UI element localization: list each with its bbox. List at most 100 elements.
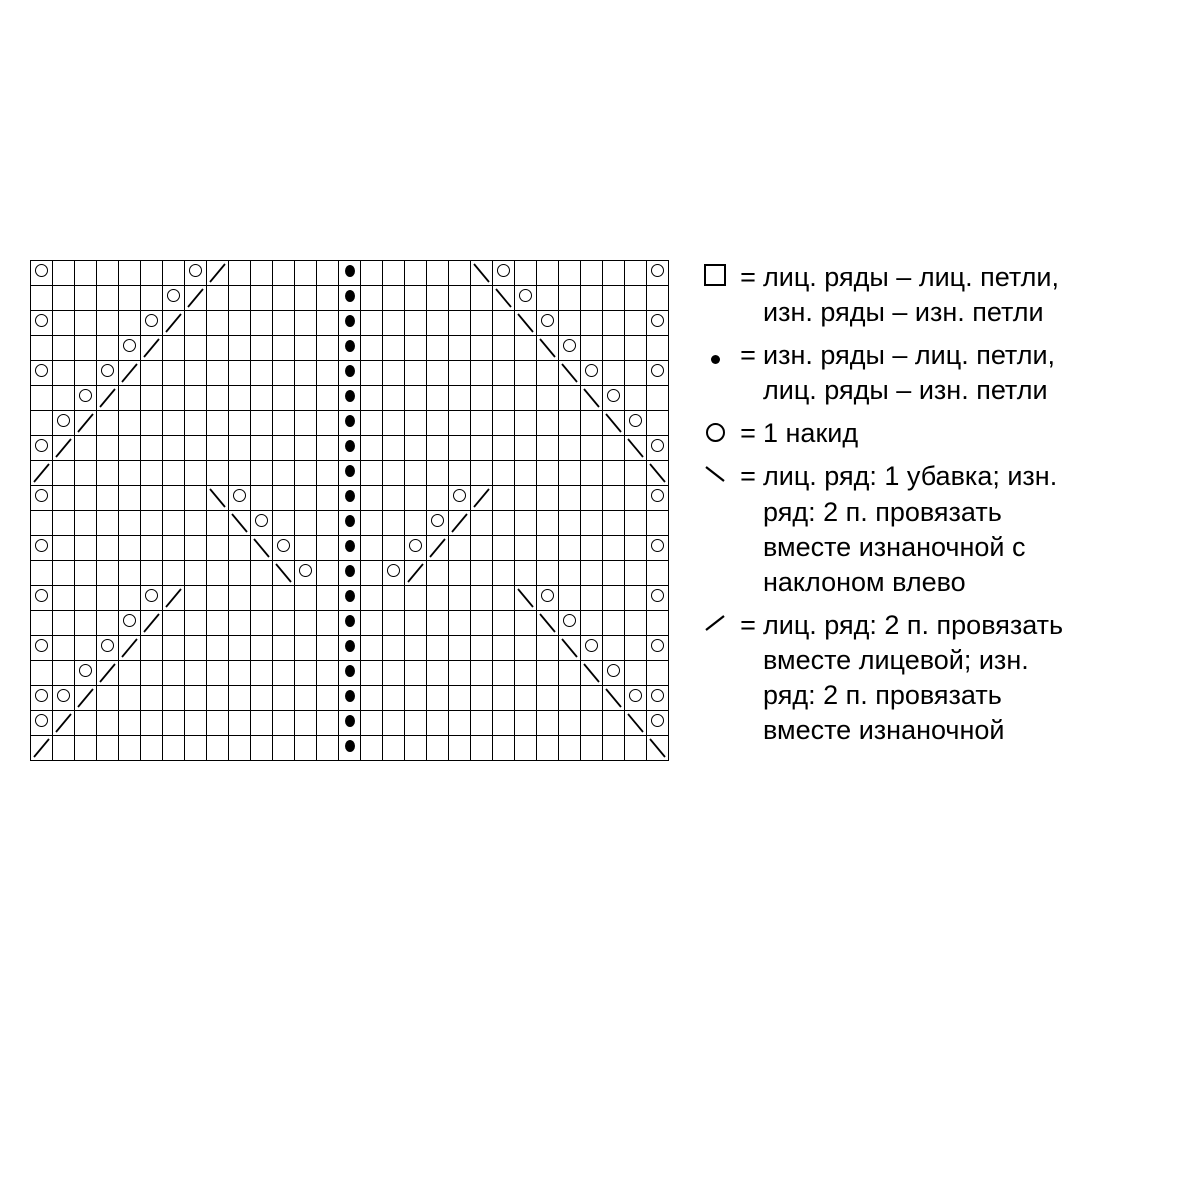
chart-cell <box>53 336 75 361</box>
chart-cell <box>339 386 361 411</box>
chart-cell <box>31 511 53 536</box>
chart-cell <box>317 386 339 411</box>
chart-cell <box>119 661 141 686</box>
chart-cell <box>625 636 647 661</box>
chart-cell <box>229 486 251 511</box>
chart-cell <box>537 511 559 536</box>
chart-cell <box>163 461 185 486</box>
chart-cell <box>97 536 119 561</box>
chart-cell <box>471 661 493 686</box>
chart-cell <box>229 636 251 661</box>
legend-symbol <box>697 338 733 408</box>
chart-cell <box>427 436 449 461</box>
chart-cell <box>317 511 339 536</box>
chart-cell <box>119 536 141 561</box>
chart-cell <box>163 711 185 736</box>
chart-cell <box>515 261 537 286</box>
chart-cell <box>647 561 669 586</box>
chart-cell <box>581 436 603 461</box>
chart-cell <box>251 661 273 686</box>
chart-cell <box>317 486 339 511</box>
chart-cell <box>515 736 537 761</box>
chart-cell <box>207 536 229 561</box>
chart-cell <box>515 436 537 461</box>
chart-cell <box>119 311 141 336</box>
chart-cell <box>603 636 625 661</box>
chart-cell <box>273 461 295 486</box>
chart-cell <box>31 486 53 511</box>
chart-cell <box>559 511 581 536</box>
chart-cell <box>31 286 53 311</box>
chart-cell <box>273 536 295 561</box>
chart-cell <box>273 711 295 736</box>
chart-cell <box>493 561 515 586</box>
chart-cell <box>295 411 317 436</box>
chart-cell <box>295 261 317 286</box>
chart-cell <box>427 711 449 736</box>
chart-cell <box>581 561 603 586</box>
chart-cell <box>75 436 97 461</box>
chart-cell <box>185 661 207 686</box>
chart-cell <box>163 361 185 386</box>
chart-cell <box>339 286 361 311</box>
chart-cell <box>559 336 581 361</box>
chart-cell <box>361 286 383 311</box>
chart-cell <box>493 261 515 286</box>
chart-cell <box>53 586 75 611</box>
chart-cell <box>647 311 669 336</box>
chart-cell <box>251 736 273 761</box>
chart-cell <box>75 661 97 686</box>
chart-cell <box>317 311 339 336</box>
chart-cell <box>405 711 427 736</box>
chart-cell <box>317 736 339 761</box>
chart-cell <box>31 361 53 386</box>
chart-cell <box>295 486 317 511</box>
chart-cell <box>53 711 75 736</box>
chart-cell <box>119 586 141 611</box>
chart-cell <box>427 561 449 586</box>
chart-cell <box>207 361 229 386</box>
chart-cell <box>383 536 405 561</box>
chart-cell <box>339 561 361 586</box>
legend-symbol <box>697 416 733 451</box>
chart-cell <box>317 686 339 711</box>
chart-cell <box>53 311 75 336</box>
legend-symbol <box>697 260 733 330</box>
chart-cell <box>383 511 405 536</box>
chart-cell <box>251 536 273 561</box>
chart-cell <box>603 486 625 511</box>
chart-cell <box>647 536 669 561</box>
chart-cell <box>515 536 537 561</box>
chart-cell <box>449 511 471 536</box>
chart-cell <box>427 361 449 386</box>
chart-cell <box>383 711 405 736</box>
chart-cell <box>207 386 229 411</box>
chart-cell <box>625 736 647 761</box>
chart-cell <box>405 486 427 511</box>
chart-cell <box>339 611 361 636</box>
chart-cell <box>207 511 229 536</box>
chart-cell <box>383 611 405 636</box>
chart-cell <box>163 561 185 586</box>
chart-cell <box>31 336 53 361</box>
chart-cell <box>185 711 207 736</box>
chart-cell <box>251 686 273 711</box>
chart-cell <box>361 336 383 361</box>
chart-cell <box>339 486 361 511</box>
legend-text: изн. ряды – лиц. петли, лиц. ряды – изн.… <box>763 338 1083 408</box>
chart-cell <box>119 436 141 461</box>
chart-cell <box>361 736 383 761</box>
chart-cell <box>493 711 515 736</box>
chart-cell <box>229 536 251 561</box>
chart-cell <box>119 286 141 311</box>
chart-cell <box>273 436 295 461</box>
chart-cell <box>537 536 559 561</box>
chart-cell <box>207 661 229 686</box>
chart-cell <box>559 361 581 386</box>
chart-cell <box>625 461 647 486</box>
chart-cell <box>339 361 361 386</box>
chart-cell <box>471 536 493 561</box>
chart-cell <box>537 561 559 586</box>
chart-cell <box>185 586 207 611</box>
chart-cell <box>31 661 53 686</box>
